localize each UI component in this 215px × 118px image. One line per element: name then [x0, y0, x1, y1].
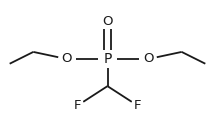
Text: O: O [143, 53, 154, 65]
Text: F: F [134, 99, 141, 112]
Text: F: F [74, 99, 81, 112]
Text: O: O [102, 15, 113, 28]
Text: O: O [61, 53, 72, 65]
Text: P: P [103, 52, 112, 66]
